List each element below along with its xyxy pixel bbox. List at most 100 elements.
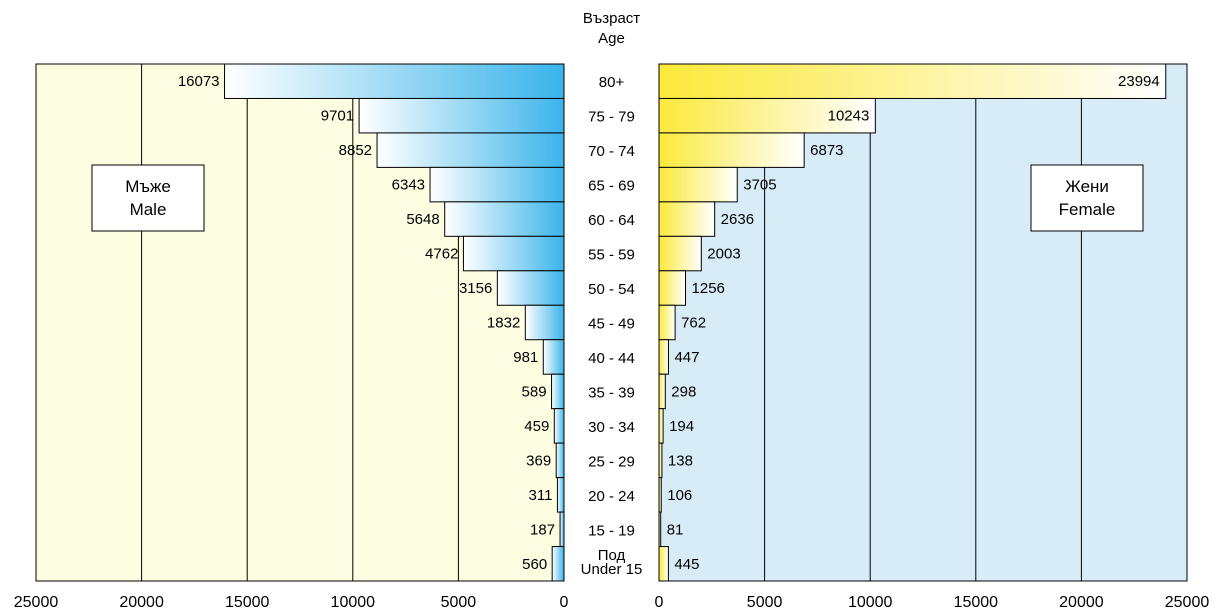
male-legend-label-en: Male [130,200,167,219]
male-bar [551,546,565,582]
age-group-label: 65 - 69 [588,178,635,195]
female-bar-value: 447 [674,349,699,366]
age-group-labels: 80+ 75 - 79 70 - 74 65 - 69 60 - 64 55 - 59 50… [581,74,643,578]
male-tick-label: 0 [560,594,569,611]
male-bar-value: 9701 [321,108,354,125]
male-bar [224,63,565,99]
male-bar-value: 187 [530,521,555,538]
female-bar [658,201,716,237]
male-bar-value: 589 [522,383,547,400]
male-tick-label: 25000 [14,594,59,611]
male-bar [542,339,565,375]
female-tick-label: 10000 [848,594,893,611]
female-bar [658,442,663,479]
female-bar-value: 81 [667,521,684,538]
male-bar-value: 4762 [425,246,458,263]
age-group-label: 25 - 29 [588,453,635,470]
male-bar [551,373,565,410]
female-bar-value: 194 [669,418,694,435]
male-bar [462,235,565,272]
female-bar-value: 10243 [828,108,870,125]
female-tick-label: 20000 [1059,594,1104,611]
male-tick-label: 15000 [225,594,270,611]
female-axis-ticks: 0 5000 10000 15000 20000 25000 [655,594,1210,611]
female-bar [658,235,702,272]
age-group-label: 15 - 19 [588,522,635,539]
female-tick-label: 5000 [747,594,783,611]
female-bar [658,373,666,410]
female-bar [658,166,738,203]
male-bar-value: 5648 [406,211,439,228]
female-bar [658,477,662,513]
female-bar-value: 762 [681,315,706,332]
male-legend-box: Мъже Male [91,164,205,232]
female-bar-value: 2003 [707,246,740,263]
female-tick-label: 15000 [954,594,999,611]
female-bar [658,511,662,548]
male-bar-value: 560 [522,556,547,573]
age-group-label: Под [598,547,626,564]
male-bar-value: 8852 [339,142,372,159]
female-bar-value: 1256 [692,280,725,297]
female-bar-value: 23994 [1118,73,1160,90]
female-bar [658,304,676,341]
male-bar-value: 3156 [459,280,492,297]
female-bar-value: 6873 [810,142,843,159]
female-legend-box: Жени Female [1030,164,1144,232]
age-group-label: 20 - 24 [588,488,635,505]
female-bar [658,408,664,444]
male-bar [444,201,565,237]
male-tick-label: 10000 [331,594,376,611]
male-bar [358,97,565,134]
male-bar-value: 459 [524,418,549,435]
male-bar-value: 311 [529,487,553,504]
female-bar-value: 2636 [721,211,754,228]
age-group-label: 60 - 64 [588,212,635,229]
female-bar-value: 106 [667,487,692,504]
age-group-label: 75 - 79 [588,109,635,126]
age-group-label: 45 - 49 [588,316,635,333]
male-bar-value: 6343 [392,177,425,194]
male-bar [555,442,565,479]
male-legend-label-bg: Мъже [125,177,171,196]
male-bar [524,304,565,341]
age-group-label: 40 - 44 [588,350,635,367]
male-bar [559,511,565,548]
male-bar-value: 369 [526,452,551,469]
male-bar-value: 1832 [487,315,520,332]
male-bar-value: 16073 [178,73,220,90]
male-axis-ticks: 0 5000 10000 15000 20000 25000 [14,594,569,611]
age-axis-title-line: Age [598,30,625,47]
female-legend-label-en: Female [1059,200,1116,219]
male-tick-label: 5000 [441,594,477,611]
female-bar-value: 445 [674,556,699,573]
age-group-label: 55 - 59 [588,247,635,264]
female-bar-value: 3705 [743,177,776,194]
female-bar [658,546,669,582]
female-tick-label: 25000 [1165,594,1210,611]
female-bar [658,270,687,306]
male-bar [496,270,565,306]
female-bar-value: 298 [671,383,696,400]
age-group-label: 70 - 74 [588,143,635,160]
age-axis-title-line: Възраст [583,10,640,27]
female-bar-value: 138 [668,452,693,469]
age-axis-title: Възраст Age [583,10,640,47]
female-bar [658,63,1167,99]
male-tick-label: 20000 [119,594,164,611]
female-bars: 23994 10243 6873 3705 2636 2003 1256 762 447 298 1… [658,63,1167,582]
age-group-label: 50 - 54 [588,281,635,298]
female-bar [658,339,669,375]
female-legend-label-bg: Жени [1065,177,1109,196]
age-group-label: 35 - 39 [588,384,635,401]
male-bar [429,166,565,203]
male-bar-value: 981 [513,349,538,366]
age-group-label: Under 15 [581,561,643,578]
female-tick-label: 0 [655,594,664,611]
male-bar [376,132,565,168]
male-bar [553,408,565,444]
female-bar [658,97,876,134]
age-group-label: 80+ [599,74,625,91]
